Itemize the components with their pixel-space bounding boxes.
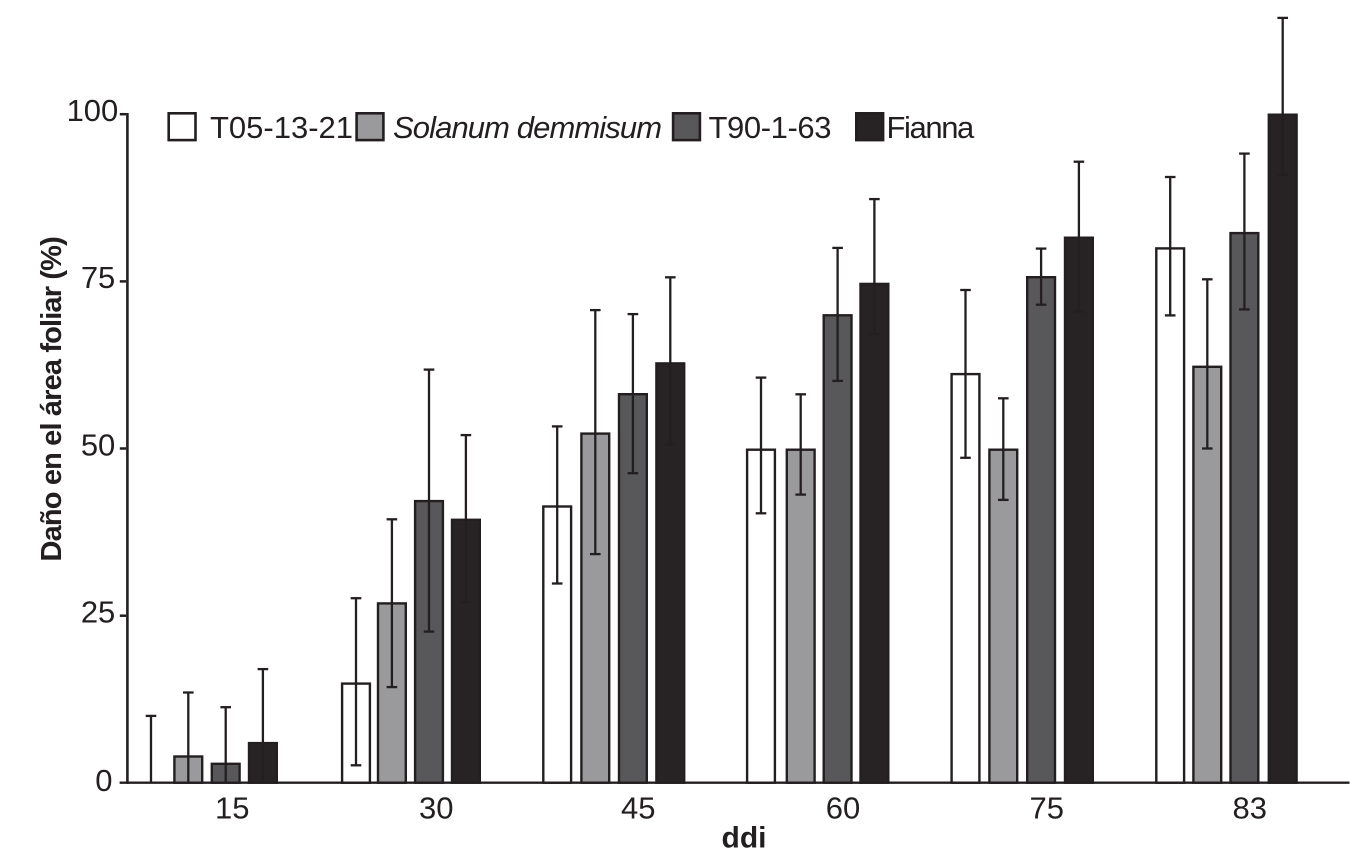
svg-text:60: 60 <box>826 791 860 826</box>
svg-text:Solanum demmisum: Solanum demmisum <box>393 110 661 145</box>
svg-text:T90-1-63: T90-1-63 <box>709 110 832 145</box>
svg-text:45: 45 <box>621 791 655 826</box>
svg-text:15: 15 <box>215 791 249 826</box>
svg-text:50: 50 <box>81 427 115 462</box>
svg-text:100: 100 <box>67 93 119 128</box>
svg-text:Daño en el área foliar (%): Daño en el área foliar (%) <box>36 237 68 562</box>
svg-text:0: 0 <box>95 763 112 798</box>
svg-text:25: 25 <box>81 595 115 630</box>
svg-text:30: 30 <box>419 791 453 826</box>
svg-text:Fianna: Fianna <box>887 110 976 145</box>
svg-text:75: 75 <box>1030 791 1064 826</box>
svg-text:T05-13-21: T05-13-21 <box>210 110 353 145</box>
svg-text:75: 75 <box>81 260 115 295</box>
svg-text:83: 83 <box>1233 791 1267 826</box>
svg-text:ddi: ddi <box>722 822 767 855</box>
